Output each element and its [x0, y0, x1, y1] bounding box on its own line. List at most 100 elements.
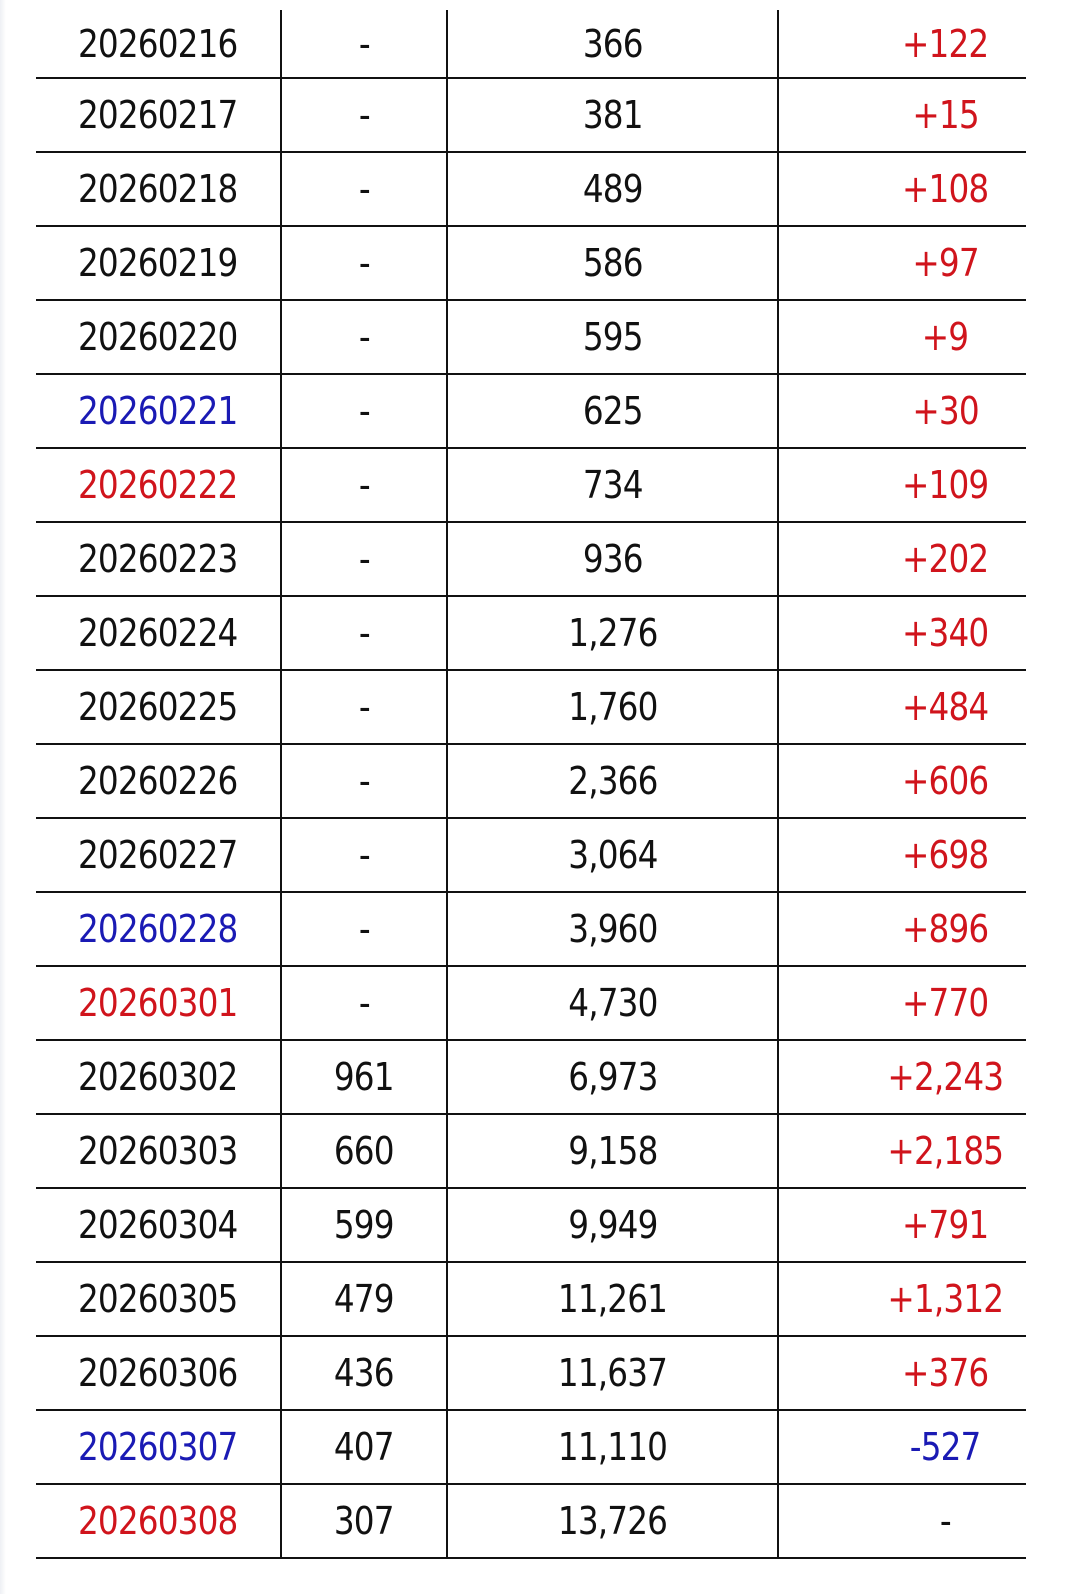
- change-cell-text: +1,312: [887, 1277, 1005, 1321]
- table-row: 20260220 - 595 +9: [36, 300, 1026, 375]
- total-cell-text: 11,637: [557, 1351, 668, 1395]
- change-cell-text: +896: [902, 907, 989, 951]
- value-cell-text: -: [358, 685, 371, 729]
- total-cell-text: 11,110: [557, 1425, 668, 1469]
- date-cell: 20260226: [36, 744, 282, 819]
- total-cell-text: 2,366: [567, 759, 658, 803]
- change-cell-text: -: [940, 1499, 952, 1543]
- date-cell: 20260220: [36, 300, 282, 375]
- total-cell-text: 4,730: [567, 981, 658, 1025]
- total-cell: 11,637: [447, 1336, 779, 1411]
- value-cell-text: 660: [334, 1129, 395, 1173]
- date-cell-text: 20260217: [78, 93, 238, 137]
- value-cell: -: [281, 966, 448, 1041]
- date-cell: 20260303: [36, 1114, 282, 1189]
- date-cell-text: 20260228: [78, 907, 238, 951]
- value-cell: 307: [281, 1484, 448, 1559]
- date-cell-text: 20260307: [78, 1425, 238, 1469]
- date-cell: 20260301: [36, 966, 282, 1041]
- date-cell: 20260219: [36, 226, 282, 301]
- value-cell-text: -: [358, 907, 371, 951]
- value-cell-text: -: [358, 611, 371, 655]
- value-cell: 479: [281, 1262, 448, 1337]
- change-cell: +122: [778, 10, 1026, 79]
- date-cell: 20260305: [36, 1262, 282, 1337]
- change-cell: +484: [778, 670, 1026, 745]
- change-cell: +2,243: [778, 1040, 1026, 1115]
- total-cell: 381: [447, 78, 779, 153]
- change-cell-text: +2,185: [887, 1129, 1005, 1173]
- total-cell-text: 489: [582, 167, 644, 211]
- total-cell-text: 9,158: [567, 1129, 658, 1173]
- total-cell-text: 6,973: [567, 1055, 658, 1099]
- change-cell: +606: [778, 744, 1026, 819]
- value-cell-text: -: [358, 389, 371, 433]
- table-row: 20260217 - 381 +15: [36, 78, 1026, 153]
- change-cell-text: -527: [910, 1425, 982, 1469]
- date-cell-text: 20260303: [78, 1129, 238, 1173]
- table-row: 20260303 660 9,158 +2,185: [36, 1114, 1026, 1189]
- change-cell: +30: [778, 374, 1026, 449]
- total-cell: 936: [447, 522, 779, 597]
- date-cell: 20260222: [36, 448, 282, 523]
- value-cell: -: [281, 10, 448, 79]
- total-cell-text: 3,064: [567, 833, 658, 877]
- total-cell: 3,064: [447, 818, 779, 893]
- value-cell: -: [281, 596, 448, 671]
- total-cell-text: 366: [582, 21, 644, 66]
- change-cell-text: +606: [902, 759, 989, 803]
- value-cell-text: 436: [334, 1351, 395, 1395]
- total-cell: 9,949: [447, 1188, 779, 1263]
- total-cell: 1,760: [447, 670, 779, 745]
- change-cell: +698: [778, 818, 1026, 893]
- change-cell: +97: [778, 226, 1026, 301]
- change-cell: +340: [778, 596, 1026, 671]
- date-cell: 20260216: [36, 10, 282, 79]
- date-cell-text: 20260222: [78, 463, 238, 507]
- change-cell-text: +791: [902, 1203, 989, 1247]
- table-row: 20260307 407 11,110 -527: [36, 1410, 1026, 1485]
- change-cell: +202: [778, 522, 1026, 597]
- change-cell-text: +108: [902, 167, 989, 211]
- change-cell-text: +30: [912, 389, 979, 433]
- value-cell: 961: [281, 1040, 448, 1115]
- table-row: 20260216 - 366 +122: [36, 10, 1026, 79]
- value-cell: 436: [281, 1336, 448, 1411]
- change-cell-text: +2,243: [887, 1055, 1005, 1099]
- value-cell-text: 407: [334, 1425, 395, 1469]
- value-cell: -: [281, 448, 448, 523]
- date-cell: 20260304: [36, 1188, 282, 1263]
- date-cell-text: 20260306: [78, 1351, 238, 1395]
- table-row: 20260219 - 586 +97: [36, 226, 1026, 301]
- value-cell-text: -: [358, 833, 371, 877]
- value-cell-text: -: [358, 537, 371, 581]
- date-cell-text: 20260220: [78, 315, 238, 359]
- date-cell-text: 20260308: [78, 1499, 238, 1543]
- date-cell-text: 20260304: [78, 1203, 238, 1247]
- value-cell: -: [281, 374, 448, 449]
- date-cell: 20260218: [36, 152, 282, 227]
- change-cell: +15: [778, 78, 1026, 153]
- date-cell-text: 20260227: [78, 833, 238, 877]
- change-cell-text: +202: [902, 537, 989, 581]
- value-cell: 660: [281, 1114, 448, 1189]
- value-cell-text: -: [358, 241, 371, 285]
- date-cell: 20260223: [36, 522, 282, 597]
- date-cell: 20260221: [36, 374, 282, 449]
- date-cell-text: 20260224: [78, 611, 238, 655]
- change-cell-text: +15: [912, 93, 979, 137]
- date-cell-text: 20260219: [78, 241, 238, 285]
- value-cell-text: 599: [334, 1203, 395, 1247]
- value-cell: -: [281, 818, 448, 893]
- value-cell-text: -: [358, 21, 371, 66]
- change-cell: +109: [778, 448, 1026, 523]
- change-cell-text: +376: [902, 1351, 989, 1395]
- data-table: 20260216 - 366 +122 20260217 - 381 +15 20260218 -…: [36, 10, 1026, 1559]
- date-cell: 20260228: [36, 892, 282, 967]
- total-cell-text: 11,261: [557, 1277, 668, 1321]
- total-cell: 13,726: [447, 1484, 779, 1559]
- date-cell: 20260225: [36, 670, 282, 745]
- date-cell-text: 20260218: [78, 167, 238, 211]
- total-cell-text: 734: [582, 463, 644, 507]
- total-cell: 9,158: [447, 1114, 779, 1189]
